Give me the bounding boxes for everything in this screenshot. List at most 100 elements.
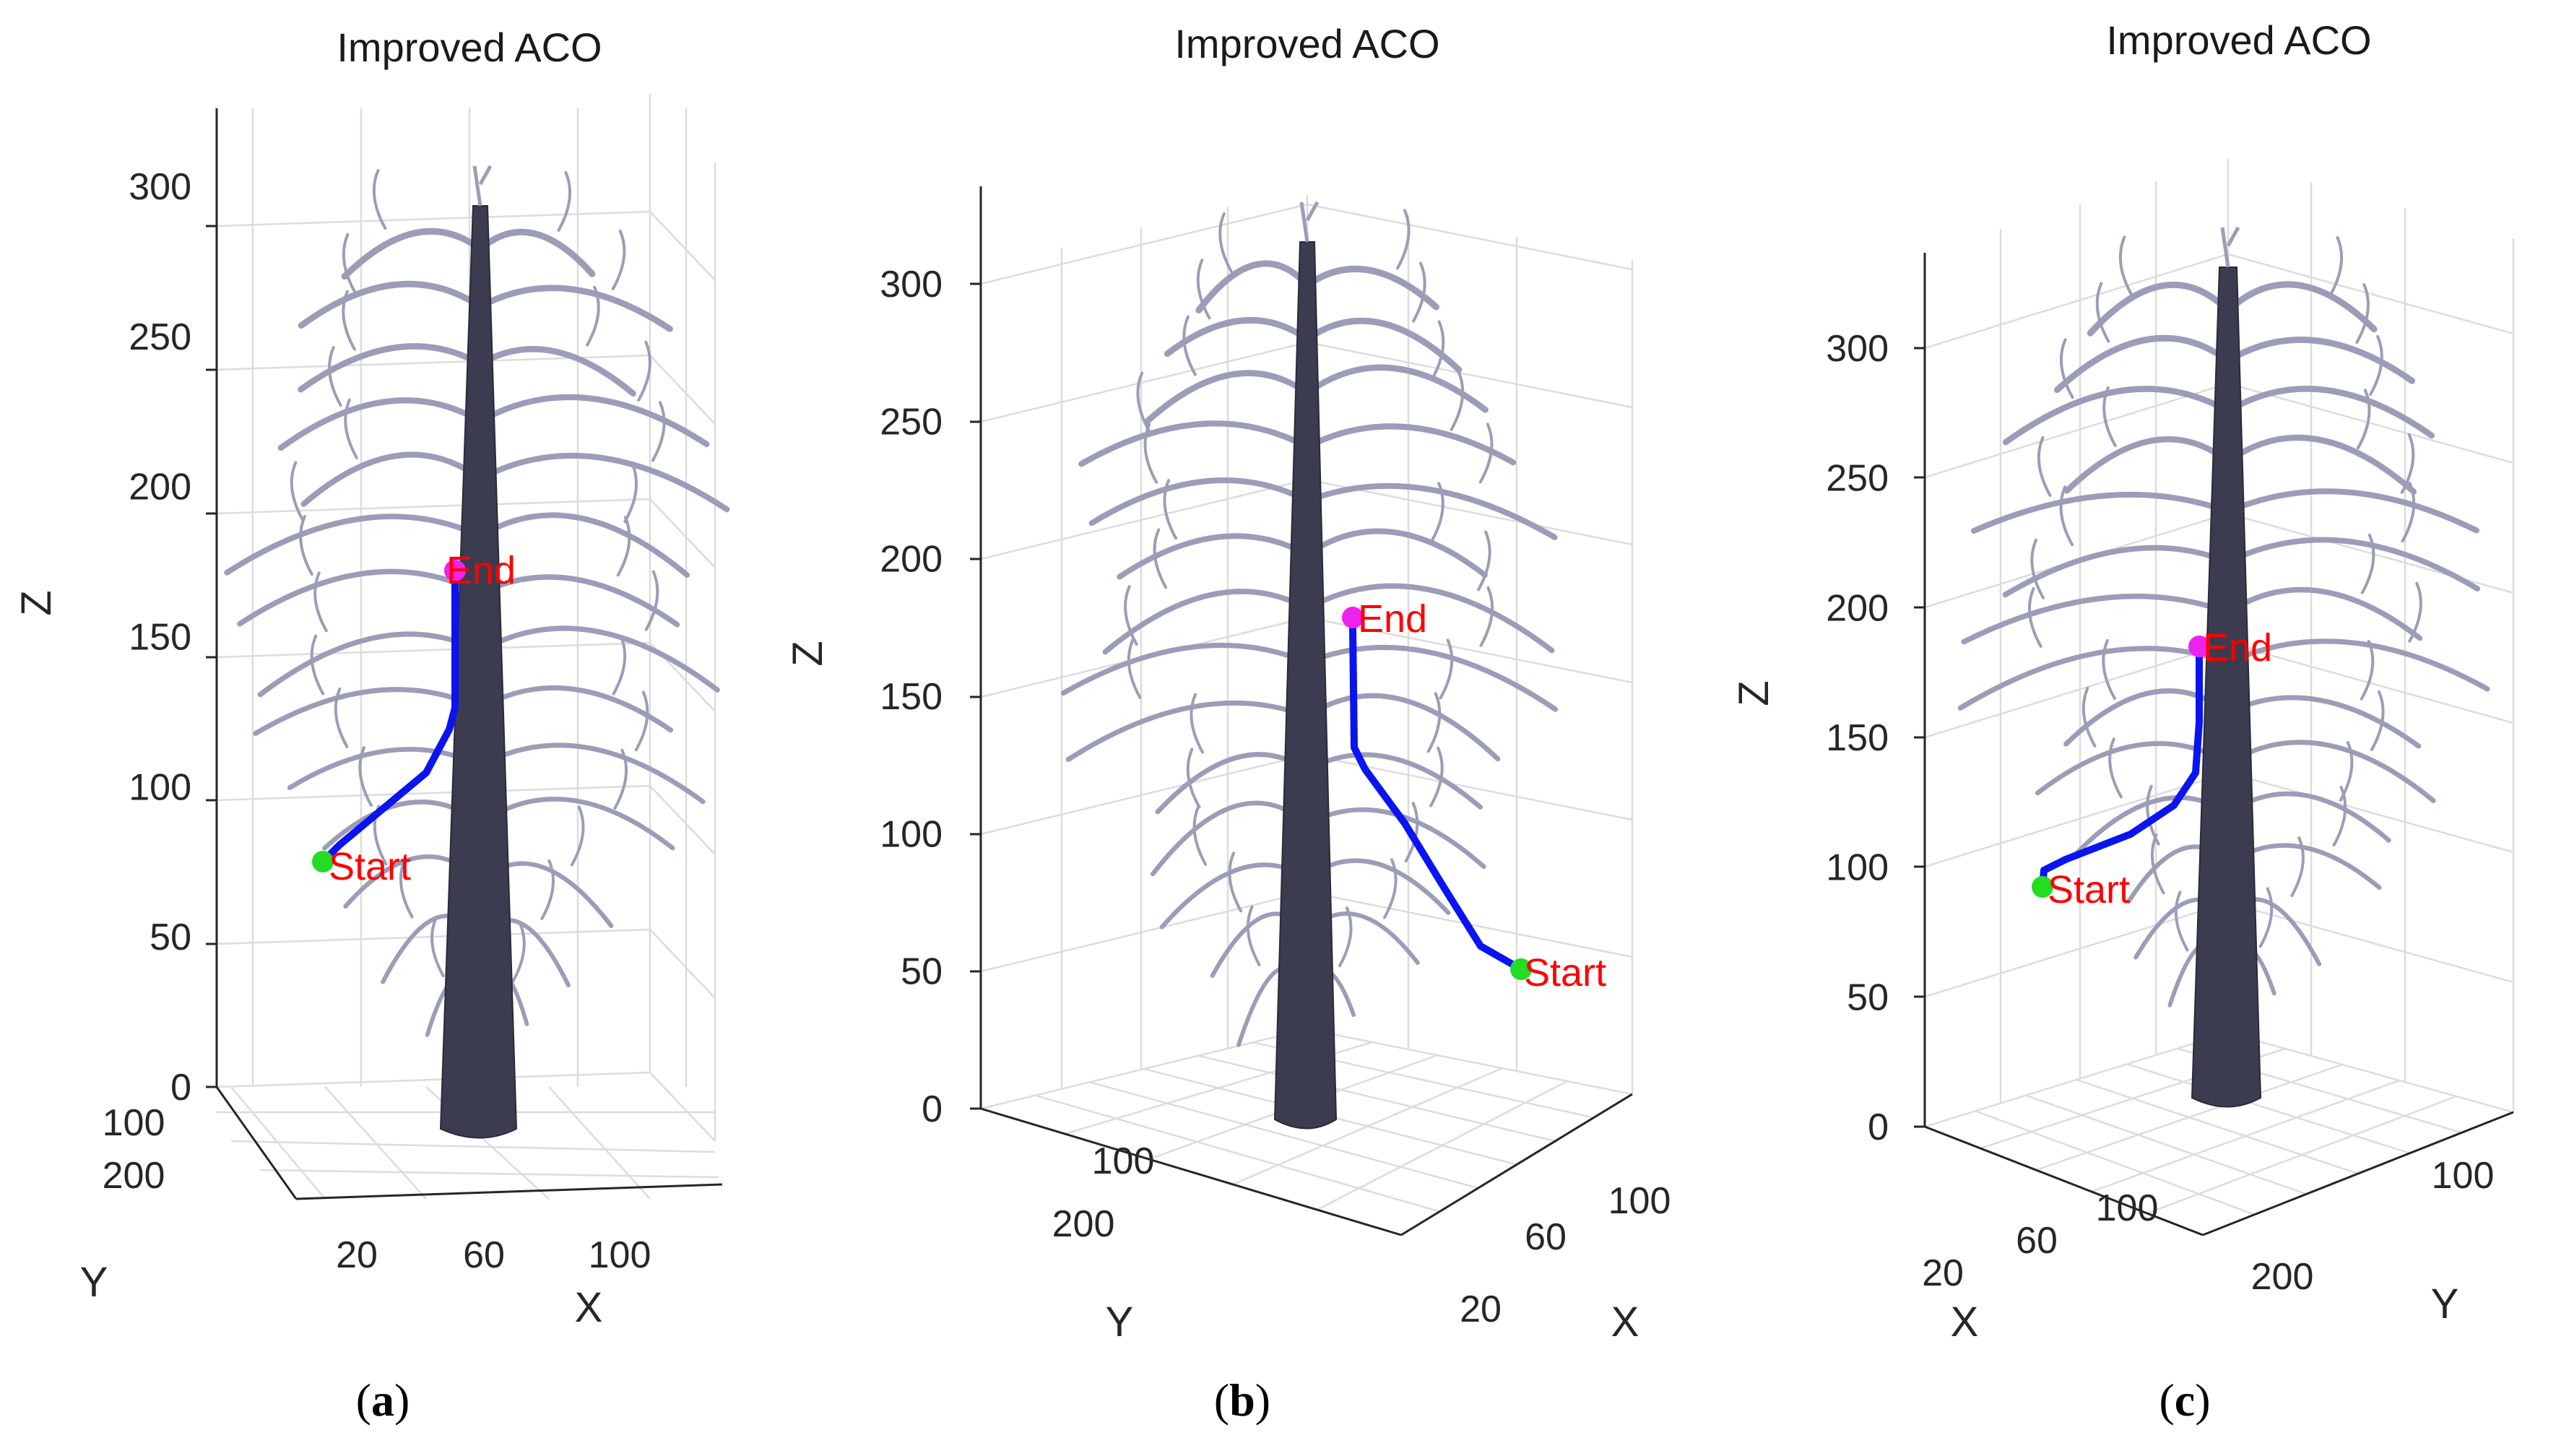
z-tick-label: 50 <box>901 951 943 993</box>
tree-twig <box>634 690 649 752</box>
tree-twig <box>342 290 356 351</box>
tree-twig <box>2360 639 2375 701</box>
x-tick-label: 60 <box>1525 1216 1567 1258</box>
tree-branch <box>477 797 675 851</box>
tree-branch <box>477 574 680 628</box>
tree-twig <box>430 916 445 978</box>
grid-line <box>2146 1095 2457 1215</box>
grid-line <box>230 1140 716 1153</box>
planned-path <box>1349 625 1525 973</box>
tree-twig <box>328 346 342 407</box>
tree-branch <box>2225 740 2436 803</box>
grid-line <box>980 203 1308 285</box>
y-tick-label: 200 <box>103 1155 165 1197</box>
grid-line <box>980 753 1308 836</box>
x-tick-label: 100 <box>2096 1187 2159 1229</box>
tree-twig <box>2369 334 2383 396</box>
tree-branch <box>1078 420 1311 467</box>
tree-twig <box>372 169 387 230</box>
end-marker <box>1342 607 1364 628</box>
tree-twig <box>1426 692 1442 753</box>
tree-twig <box>1478 422 1494 484</box>
end-label: End <box>446 549 516 592</box>
z-tick-label: 50 <box>1847 976 1889 1018</box>
tree-twig <box>342 233 357 294</box>
grid-line <box>980 341 1308 423</box>
panel-caption: (a) <box>356 1374 410 1426</box>
tree-twig <box>1124 585 1138 646</box>
panel-caption: (c) <box>2159 1374 2210 1426</box>
tree-twig <box>2258 887 2274 948</box>
planned-path <box>319 567 459 865</box>
tree-twig <box>1196 259 1211 320</box>
tree-twig <box>2028 586 2042 648</box>
grid-line <box>216 641 651 659</box>
tree-twig <box>611 229 626 290</box>
tree-twig <box>1429 746 1444 807</box>
tree-branch <box>298 343 484 393</box>
tree-branch <box>287 747 483 790</box>
tree-branch <box>1065 700 1310 762</box>
start-label: Start <box>2048 868 2130 911</box>
tree-twig <box>2081 686 2097 748</box>
tree-branch <box>477 512 690 578</box>
y-tick-label: 100 <box>1092 1140 1155 1182</box>
grid-line <box>1089 1081 1478 1190</box>
tree-branch <box>2002 386 2232 446</box>
grid-line <box>649 929 716 999</box>
grid-line <box>2126 1063 2411 1154</box>
z-tick-label: 0 <box>922 1088 943 1130</box>
tree-twig <box>2095 282 2110 343</box>
tree-branch <box>298 280 484 329</box>
tree-twig <box>1450 370 1465 431</box>
z-tick-label: 100 <box>129 766 191 808</box>
grid-line <box>1924 382 2229 479</box>
tree-twig <box>616 516 631 577</box>
tree-branch <box>1961 593 2231 645</box>
y-axis-line <box>215 1086 298 1200</box>
tree-branch <box>2063 436 2232 494</box>
start-marker <box>2032 876 2053 898</box>
tree-twig <box>2400 433 2415 494</box>
end-marker <box>2188 636 2210 657</box>
start-marker <box>312 851 334 872</box>
tree-branch <box>1195 260 1311 314</box>
x-axis-label: X <box>1951 1299 1979 1346</box>
grid-line <box>1924 771 2229 868</box>
tree-branch <box>477 285 673 332</box>
tree-twig <box>358 746 373 807</box>
grid-line <box>649 1072 716 1142</box>
tree-branch <box>1088 477 1310 526</box>
tree-branch <box>1304 752 1483 810</box>
tree-branch <box>2225 695 2422 749</box>
x-tick-label: 20 <box>1922 1252 1964 1294</box>
grid-line <box>216 784 651 802</box>
tree-branch <box>477 685 674 733</box>
y-tick-label: 200 <box>2251 1256 2314 1298</box>
tree-twig <box>570 805 585 867</box>
tree-twig <box>586 285 600 347</box>
tree-twig <box>644 570 659 631</box>
tree-branch <box>477 742 706 805</box>
grid-line <box>1034 1094 1440 1213</box>
grid-line <box>1924 901 2229 998</box>
grid-line <box>2025 1094 2307 1195</box>
tree-twig <box>2408 581 2422 643</box>
tree-branch <box>1304 583 1555 654</box>
tree-branch <box>1304 265 1439 311</box>
tree-branch <box>1304 317 1463 373</box>
y-tick-label: 200 <box>1052 1203 1115 1245</box>
tree-twig <box>1479 586 1494 647</box>
grid-line <box>2227 771 2514 854</box>
tree-twig <box>1143 422 1158 484</box>
z-tick-label: 100 <box>1826 847 1889 889</box>
tree-twig <box>2102 639 2116 701</box>
tree-twig <box>2328 235 2344 297</box>
tree-branch <box>1304 482 1558 540</box>
chart-panel-a: 0 50 100 150 200 250 300 20 60 100 100 200 X Y Z Improv… <box>13 25 730 1426</box>
tree-branch <box>477 625 720 693</box>
grid-line <box>2076 1078 2359 1175</box>
grid-line <box>2227 253 2514 335</box>
tree-twig <box>1182 315 1197 376</box>
tree-branch <box>477 346 636 397</box>
